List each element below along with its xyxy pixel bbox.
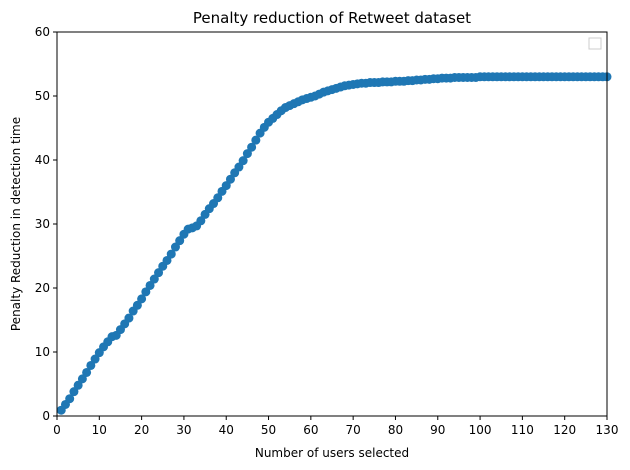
- data-point: [82, 367, 92, 377]
- y-tick-label: 60: [35, 25, 50, 39]
- x-tick-label: 120: [553, 423, 576, 437]
- data-point: [65, 394, 75, 404]
- data-point: [196, 216, 206, 226]
- data-point: [234, 162, 244, 172]
- y-tick-label: 40: [35, 153, 50, 167]
- x-tick-label: 80: [388, 423, 403, 437]
- y-tick-label: 50: [35, 89, 50, 103]
- y-tick-label: 20: [35, 281, 50, 295]
- data-point: [213, 193, 223, 203]
- data-point: [137, 294, 147, 304]
- data-point: [141, 287, 151, 297]
- data-point: [175, 236, 185, 246]
- chart-title: Penalty reduction of Retweet dataset: [193, 9, 471, 27]
- y-tick-label: 10: [35, 345, 50, 359]
- data-point: [170, 242, 180, 252]
- data-point: [149, 274, 159, 284]
- data-point: [77, 374, 87, 384]
- x-tick-label: 10: [92, 423, 107, 437]
- plot-frame: [56, 31, 608, 417]
- data-point: [73, 380, 83, 390]
- x-tick-label: 20: [134, 423, 149, 437]
- x-tick-label: 40: [219, 423, 234, 437]
- x-tick-label: 130: [596, 423, 619, 437]
- data-point: [238, 156, 248, 166]
- data-point: [90, 354, 100, 364]
- x-tick-label: 110: [511, 423, 534, 437]
- y-axis-label: Penalty Reduction in detection time: [9, 117, 23, 331]
- data-point: [86, 360, 96, 370]
- x-tick-label: 50: [261, 423, 276, 437]
- data-point: [166, 249, 176, 259]
- data-point: [242, 149, 252, 159]
- y-tick-label: 0: [42, 409, 50, 423]
- x-tick-label: 70: [346, 423, 361, 437]
- data-point: [154, 268, 164, 278]
- data-points: [56, 72, 612, 415]
- legend-box: [588, 37, 602, 50]
- y-tick-label: 30: [35, 217, 50, 231]
- x-tick-label: 30: [176, 423, 191, 437]
- x-axis-label: Number of users selected: [255, 446, 409, 460]
- x-tick-label: 100: [469, 423, 492, 437]
- data-point: [132, 300, 142, 310]
- data-point: [221, 181, 231, 191]
- data-point: [162, 255, 172, 265]
- data-point: [251, 135, 261, 145]
- x-tick-label: 90: [430, 423, 445, 437]
- data-point: [124, 313, 134, 323]
- x-tick-label: 0: [53, 423, 61, 437]
- data-point: [225, 174, 235, 184]
- data-point: [247, 142, 257, 152]
- ticks-layer: 0 10 20 30 40 50 60 70 80 90 100 110 120 130 0 10 20 30 40…: [35, 25, 619, 437]
- data-point: [69, 387, 79, 397]
- data-point: [145, 280, 155, 290]
- x-tick-label: 60: [303, 423, 318, 437]
